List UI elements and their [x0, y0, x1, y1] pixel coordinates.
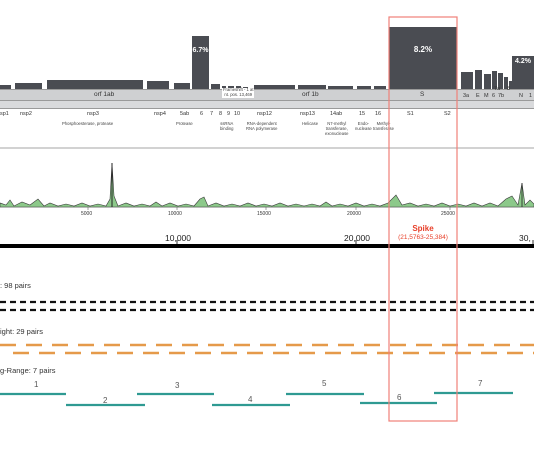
n16-label: 16 [375, 111, 382, 117]
nsp5ab-label: 5ab [180, 111, 190, 117]
bar-nsp1 [0, 85, 11, 89]
nsp4-label: nsp4 [154, 111, 166, 117]
n15-label: 15 [359, 111, 366, 117]
bar-nsp14 [328, 86, 353, 89]
segment-number-1: 1 [34, 380, 39, 389]
gene-m-label: M [484, 93, 489, 99]
bar-7b [504, 77, 508, 89]
gene-e-label: E [476, 93, 480, 99]
segment-number-7: 7 [478, 379, 483, 388]
coverage-tick-5000: 5000 [81, 211, 93, 217]
spike-title: Spike [412, 224, 434, 233]
bar-nsp15 [357, 86, 371, 89]
orf1ab-label: orf 1ab [94, 91, 115, 98]
bar-n7 [222, 86, 226, 89]
percent-spike-label: 8.2% [413, 45, 433, 54]
ruler-label-20000: 20,000 [344, 233, 370, 243]
s1-label: S1 [407, 111, 414, 117]
nsp14ab-label: 14ab [330, 111, 343, 117]
pairs-group3-label: g-Range: 7 pairs [0, 366, 56, 375]
nsp13-label: nsp13 [300, 111, 315, 117]
gene-n-label: N [519, 93, 523, 99]
bar-n9 [236, 86, 241, 89]
segment-number-4: 4 [248, 395, 253, 404]
s2-label: S2 [444, 111, 451, 117]
bar-nsp5 [174, 83, 190, 89]
gene-3a-label: 3a [463, 93, 470, 99]
genome-strip-lower [0, 101, 534, 109]
bar-n [512, 56, 534, 89]
frameshift-note: Frameshift - 1 at nt. pos. 13,469 [222, 87, 255, 98]
nsp12-label: nsp12 [257, 111, 272, 117]
n8-label: 8 [219, 111, 223, 117]
nsp14-description: N7-methyl transferase, exonuclease [325, 121, 349, 136]
nsp13-description: Helicase [302, 121, 319, 126]
gene-8-label: 8 [507, 86, 511, 92]
percent-nsp5-label: 6.7% [192, 47, 209, 54]
coverage-area [0, 162, 534, 208]
nsp3-description: Phosphoesterase, protease [62, 121, 114, 126]
bar-nsp13 [298, 85, 326, 89]
bar-e [475, 70, 482, 89]
bar-nsp3 [47, 80, 143, 89]
bar-nsp16 [374, 86, 386, 89]
nsp2-label: nsp2 [20, 111, 32, 117]
segment-number-3: 3 [175, 381, 180, 390]
ruler-label-30000: 30, [519, 233, 531, 243]
nsp5-description: Protease [176, 121, 193, 126]
segment-number-2: 2 [103, 396, 108, 405]
pairs-group1-label: : 98 pairs [0, 281, 31, 290]
n9-label: 9 [227, 111, 231, 117]
pairs-group2-label: ight: 29 pairs [0, 327, 43, 336]
bar-n6 [211, 84, 220, 89]
segment-number-6: 6 [397, 393, 402, 402]
n10-label: 10 [234, 111, 241, 117]
bar-nsp12 [254, 85, 295, 89]
nsp9-description: ssRNA binding [220, 121, 234, 131]
coverage-tick-20000: 20000 [347, 211, 361, 217]
orf1b-label: orf 1b [302, 91, 319, 98]
bar-7a [498, 73, 503, 89]
bar-m [484, 74, 491, 89]
bar-8 [509, 81, 512, 89]
percent-n-label: 4.2% [515, 58, 531, 65]
coverage-axis [87, 207, 451, 210]
ruler-label-10000: 10,000 [165, 233, 191, 243]
bar-nsp4 [147, 81, 169, 89]
gene-7a-label: 7a [494, 86, 501, 92]
spike-highlight-box [388, 16, 458, 422]
spike-range: (21,5763-25,384) [398, 234, 448, 241]
n6-label: 6 [200, 111, 204, 117]
segment-number-5: 5 [322, 379, 327, 388]
gene-6-label: 6 [492, 93, 496, 99]
nsp12-description: RNA-dependent RNA polymerase [246, 121, 278, 131]
coverage-tick-15000: 15000 [257, 211, 271, 217]
bar-n8 [228, 86, 234, 89]
nsp3-label: nsp3 [87, 111, 99, 117]
bar-nsp5-peak [192, 36, 209, 89]
nsp1-label: sp1 [0, 111, 9, 117]
genome-strip [0, 89, 534, 101]
s-gene-label: S [420, 91, 425, 98]
coverage-tick-25000: 25000 [441, 211, 455, 217]
bar-3a [461, 72, 473, 89]
bar-nsp2 [15, 83, 42, 89]
nsp15-description: Endo- nuclease [355, 121, 372, 131]
gene-1-label: 1 [529, 93, 533, 99]
gene-7b-label: 7b [498, 93, 505, 99]
coverage-tick-10000: 10000 [168, 211, 182, 217]
bar-6 [492, 71, 497, 89]
bar-spike [389, 27, 457, 89]
n7-label: 7 [210, 111, 214, 117]
nsp16-description: Methyl- transferase [373, 121, 394, 131]
